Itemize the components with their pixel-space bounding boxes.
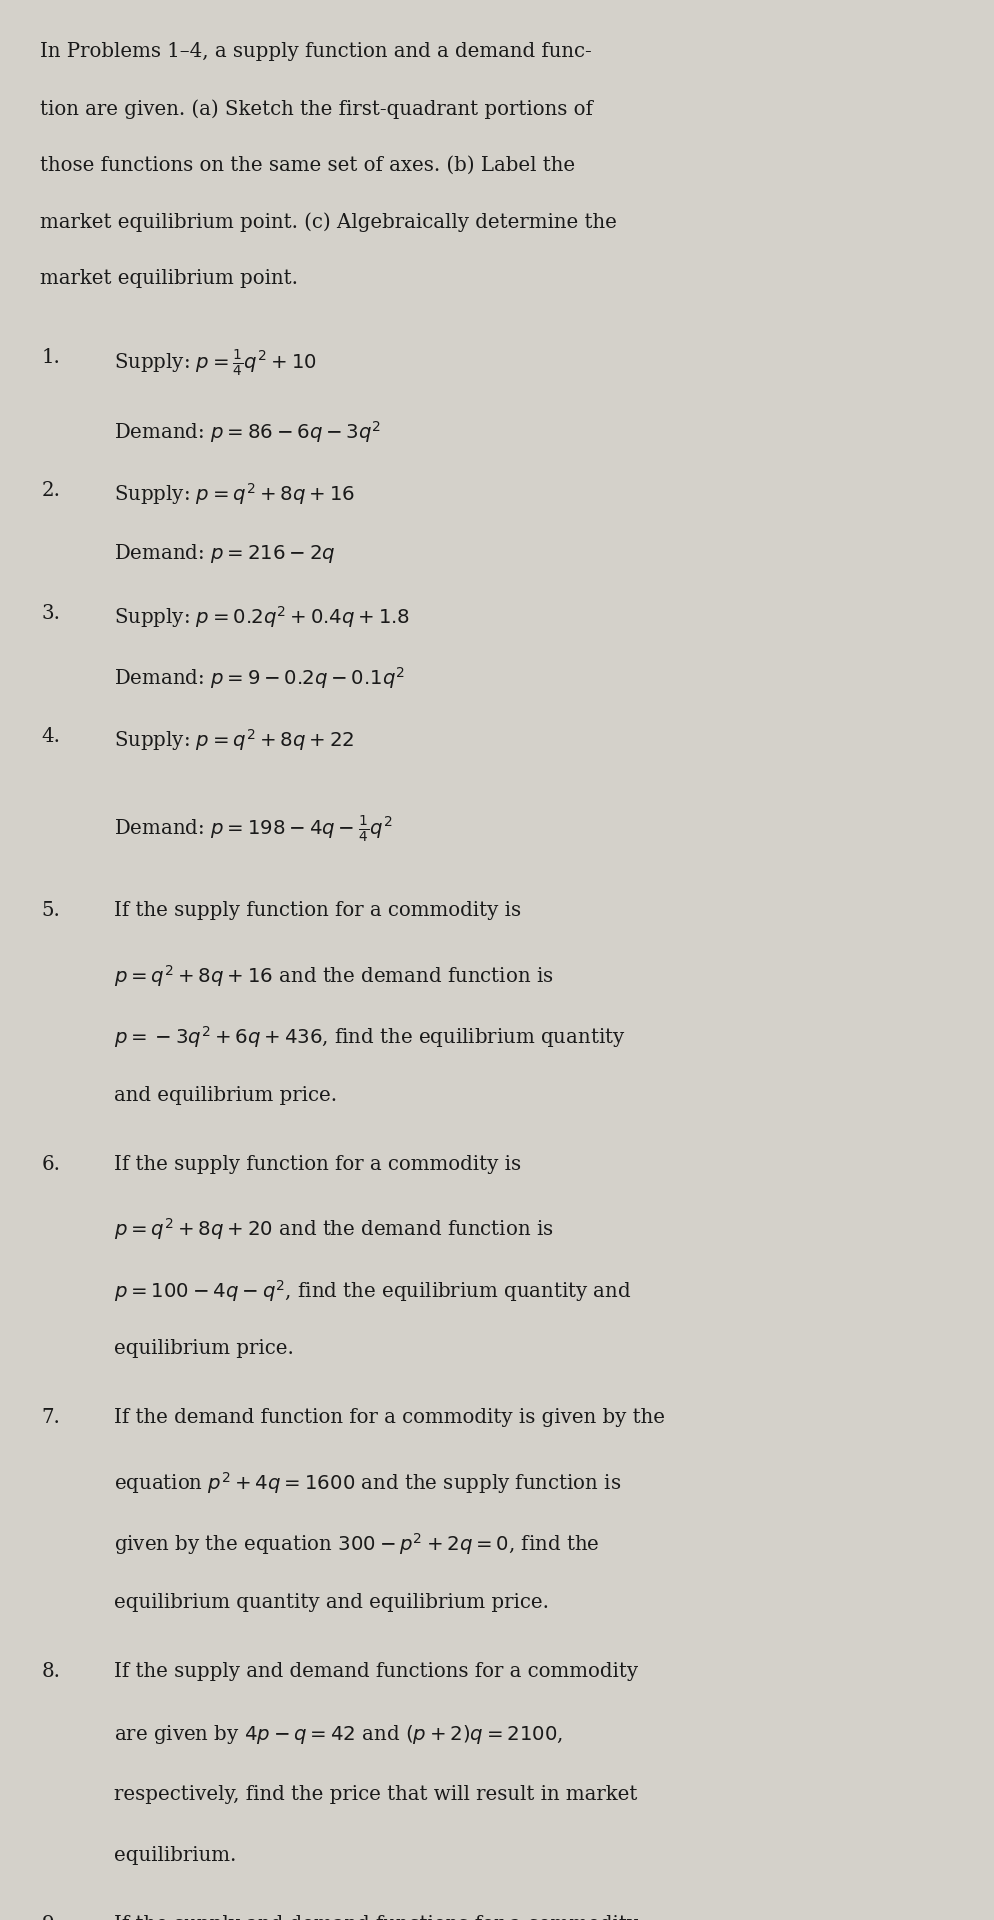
Text: 6.: 6.: [42, 1156, 61, 1173]
Text: If the demand function for a commodity is given by the: If the demand function for a commodity i…: [114, 1409, 665, 1427]
Text: If the supply function for a commodity is: If the supply function for a commodity i…: [114, 1156, 522, 1173]
Text: 3.: 3.: [42, 603, 61, 622]
Text: Demand: $p = 9 - 0.2q - 0.1q^2$: Demand: $p = 9 - 0.2q - 0.1q^2$: [114, 666, 406, 691]
Text: market equilibrium point. (c) Algebraically determine the: market equilibrium point. (c) Algebraica…: [40, 211, 616, 232]
Text: If the supply function for a commodity is: If the supply function for a commodity i…: [114, 902, 522, 920]
Text: Supply: $p = q^2 + 8q + 22$: Supply: $p = q^2 + 8q + 22$: [114, 728, 355, 753]
Text: 8.: 8.: [42, 1663, 61, 1680]
Text: are given by $4p - q = 42$ and $(p + 2)q = 2100$,: are given by $4p - q = 42$ and $(p + 2)q…: [114, 1724, 564, 1745]
Text: equilibrium quantity and equilibrium price.: equilibrium quantity and equilibrium pri…: [114, 1594, 550, 1611]
Text: If the supply and demand functions for a commodity: If the supply and demand functions for a…: [114, 1916, 638, 1920]
Text: 1.: 1.: [42, 348, 61, 367]
Text: those functions on the same set of axes. (b) Label the: those functions on the same set of axes.…: [40, 156, 575, 175]
Text: tion are given. (a) Sketch the first-quadrant portions of: tion are given. (a) Sketch the first-qua…: [40, 98, 592, 119]
Text: given by the equation $300 - p^2 + 2q = 0$, find the: given by the equation $300 - p^2 + 2q = …: [114, 1532, 599, 1557]
Text: In Problems 1–4, a supply function and a demand func-: In Problems 1–4, a supply function and a…: [40, 42, 591, 61]
Text: Demand: $p = 198 - 4q - \frac{1}{4}q^2$: Demand: $p = 198 - 4q - \frac{1}{4}q^2$: [114, 816, 393, 845]
Text: 5.: 5.: [42, 902, 61, 920]
Text: 9.: 9.: [42, 1916, 61, 1920]
Text: 7.: 7.: [42, 1409, 61, 1427]
Text: $p = q^2 + 8q + 20$ and the demand function is: $p = q^2 + 8q + 20$ and the demand funct…: [114, 1217, 554, 1242]
Text: respectively, find the price that will result in market: respectively, find the price that will r…: [114, 1786, 638, 1803]
Text: Demand: $p = 216 - 2q$: Demand: $p = 216 - 2q$: [114, 541, 336, 564]
Text: Demand: $p = 86 - 6q - 3q^2$: Demand: $p = 86 - 6q - 3q^2$: [114, 419, 382, 445]
Text: $p = -3q^2 + 6q + 436$, find the equilibrium quantity: $p = -3q^2 + 6q + 436$, find the equilib…: [114, 1025, 626, 1050]
Text: If the supply and demand functions for a commodity: If the supply and demand functions for a…: [114, 1663, 638, 1680]
Text: 2.: 2.: [42, 480, 61, 499]
Text: Supply: $p = 0.2q^2 + 0.4q + 1.8$: Supply: $p = 0.2q^2 + 0.4q + 1.8$: [114, 603, 411, 630]
Text: equilibrium.: equilibrium.: [114, 1847, 237, 1864]
Text: $p = q^2 + 8q + 16$ and the demand function is: $p = q^2 + 8q + 16$ and the demand funct…: [114, 964, 554, 989]
Text: Supply: $p = q^2 + 8q + 16$: Supply: $p = q^2 + 8q + 16$: [114, 480, 355, 507]
Text: 4.: 4.: [42, 728, 61, 745]
Text: market equilibrium point.: market equilibrium point.: [40, 269, 298, 288]
Text: equilibrium price.: equilibrium price.: [114, 1340, 294, 1357]
Text: and equilibrium price.: and equilibrium price.: [114, 1087, 337, 1104]
Text: $p = 100 - 4q - q^2$, find the equilibrium quantity and: $p = 100 - 4q - q^2$, find the equilibri…: [114, 1279, 632, 1304]
Text: equation $p^2 + 4q = 1600$ and the supply function is: equation $p^2 + 4q = 1600$ and the suppl…: [114, 1471, 621, 1496]
Text: Supply: $p = \frac{1}{4}q^2 + 10$: Supply: $p = \frac{1}{4}q^2 + 10$: [114, 348, 317, 378]
